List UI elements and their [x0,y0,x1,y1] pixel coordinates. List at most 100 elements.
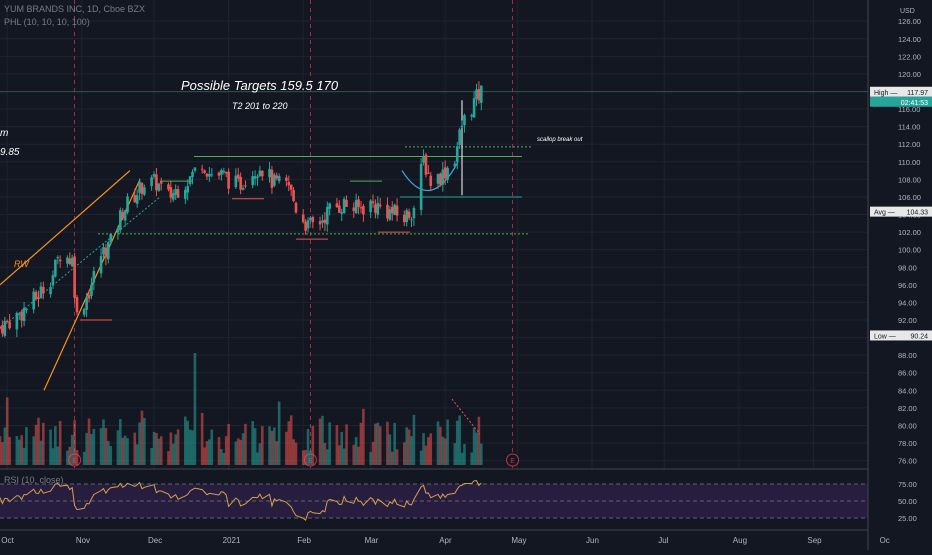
candle-body [371,201,375,204]
volume-bar [275,441,279,465]
time-tick-label: Jun [586,536,599,545]
t2-annotation[interactable]: T2 201 to 220 [232,101,288,111]
volume-bar [311,425,315,465]
candle-body [15,312,19,330]
volume-bar [475,432,478,465]
volume-bar [301,450,305,465]
volume-bar [15,436,19,465]
candle-body [143,187,146,195]
volume-bar [32,436,35,465]
volume-bar [205,441,209,465]
price-tick-label: 116.00 [898,105,920,114]
candle-body [275,175,279,179]
candle-body [58,259,62,262]
candle-body [54,259,57,277]
candle-body [34,291,38,299]
candle-body [159,181,163,184]
low-badge-value: 90.24 [910,333,928,340]
volume-bar [422,433,425,465]
volume-bar [472,427,476,465]
rw-annotation[interactable]: RW [14,259,29,269]
price-tick-label: 88.00 [898,351,917,360]
scallop-annotation[interactable]: scallop break out [537,137,583,143]
candle-body [443,167,447,179]
volume-bar [66,450,69,465]
avg-badge-label: Avg — [874,210,895,217]
volume-bar [458,415,461,465]
candle-body [463,115,466,125]
volume-bar [8,437,11,465]
candle-body [208,173,211,177]
volume-bar [104,427,108,465]
candle-body [253,176,257,179]
candle-body [345,200,348,208]
candle-body [422,156,425,163]
candle-body [369,200,372,213]
candle-body [470,114,473,117]
candle-body [169,186,173,198]
volume-bar [325,449,329,465]
volume-bar [455,420,459,465]
candle-body [150,177,153,187]
candle-body [458,129,461,145]
candle-body [66,257,69,264]
candle-body [405,210,408,223]
high-badge-value: 117.97 [907,90,928,97]
candle-body [378,204,382,207]
volume-bar [1,442,4,465]
candle-body [480,85,483,103]
candle-body [188,176,192,184]
price-tick-label: 110.00 [898,158,920,167]
candle-body [446,167,449,180]
candle-body [73,256,76,298]
targets-annotation[interactable]: Possible Targets 159.5 170 [181,78,339,93]
volume-bar [109,446,112,465]
candle-body [3,320,7,336]
volume-bar [402,442,406,465]
candle-body [191,171,194,177]
candle-body [273,174,276,186]
time-tick-label: May [511,536,526,545]
rsi-tick-label: 25.00 [898,514,917,523]
volume-bar [241,433,245,465]
volume-bar [70,434,74,465]
rsi-tick-label: 75.00 [898,480,917,489]
volume-bar [477,416,481,465]
price-tick-label: 82.00 [898,404,917,413]
candle-body [340,212,344,214]
price-tick-label: 120.00 [898,70,921,79]
volume-bar [174,434,177,465]
candle-body [133,195,137,203]
volume-bar [338,445,341,465]
candle-body [285,177,288,181]
candle-body [402,214,406,223]
candle-body [427,172,430,174]
earnings-marker [506,453,520,467]
candles [0,81,483,338]
volume-bar [258,443,262,465]
candle-body [85,297,88,310]
candle-body [186,186,190,193]
candle-body [239,176,242,190]
price-tick-label: 114.00 [898,123,920,132]
volume-bar [90,434,93,465]
candle-body [17,313,21,315]
volume-bar [427,437,430,465]
low-badge [870,330,932,341]
candle-body [42,287,45,294]
candle-body [236,174,240,179]
volume-bar [102,419,105,465]
candle-body [424,154,428,175]
candle-body [268,168,271,178]
volume-bar [17,439,21,465]
volume-bar [193,353,197,465]
volume-bar [419,450,423,465]
candle-body [453,163,457,167]
candle-body [126,196,129,213]
candle-body [200,168,204,170]
candle-body [256,176,259,178]
volume-bar [436,421,440,465]
volume-bar [362,408,365,465]
